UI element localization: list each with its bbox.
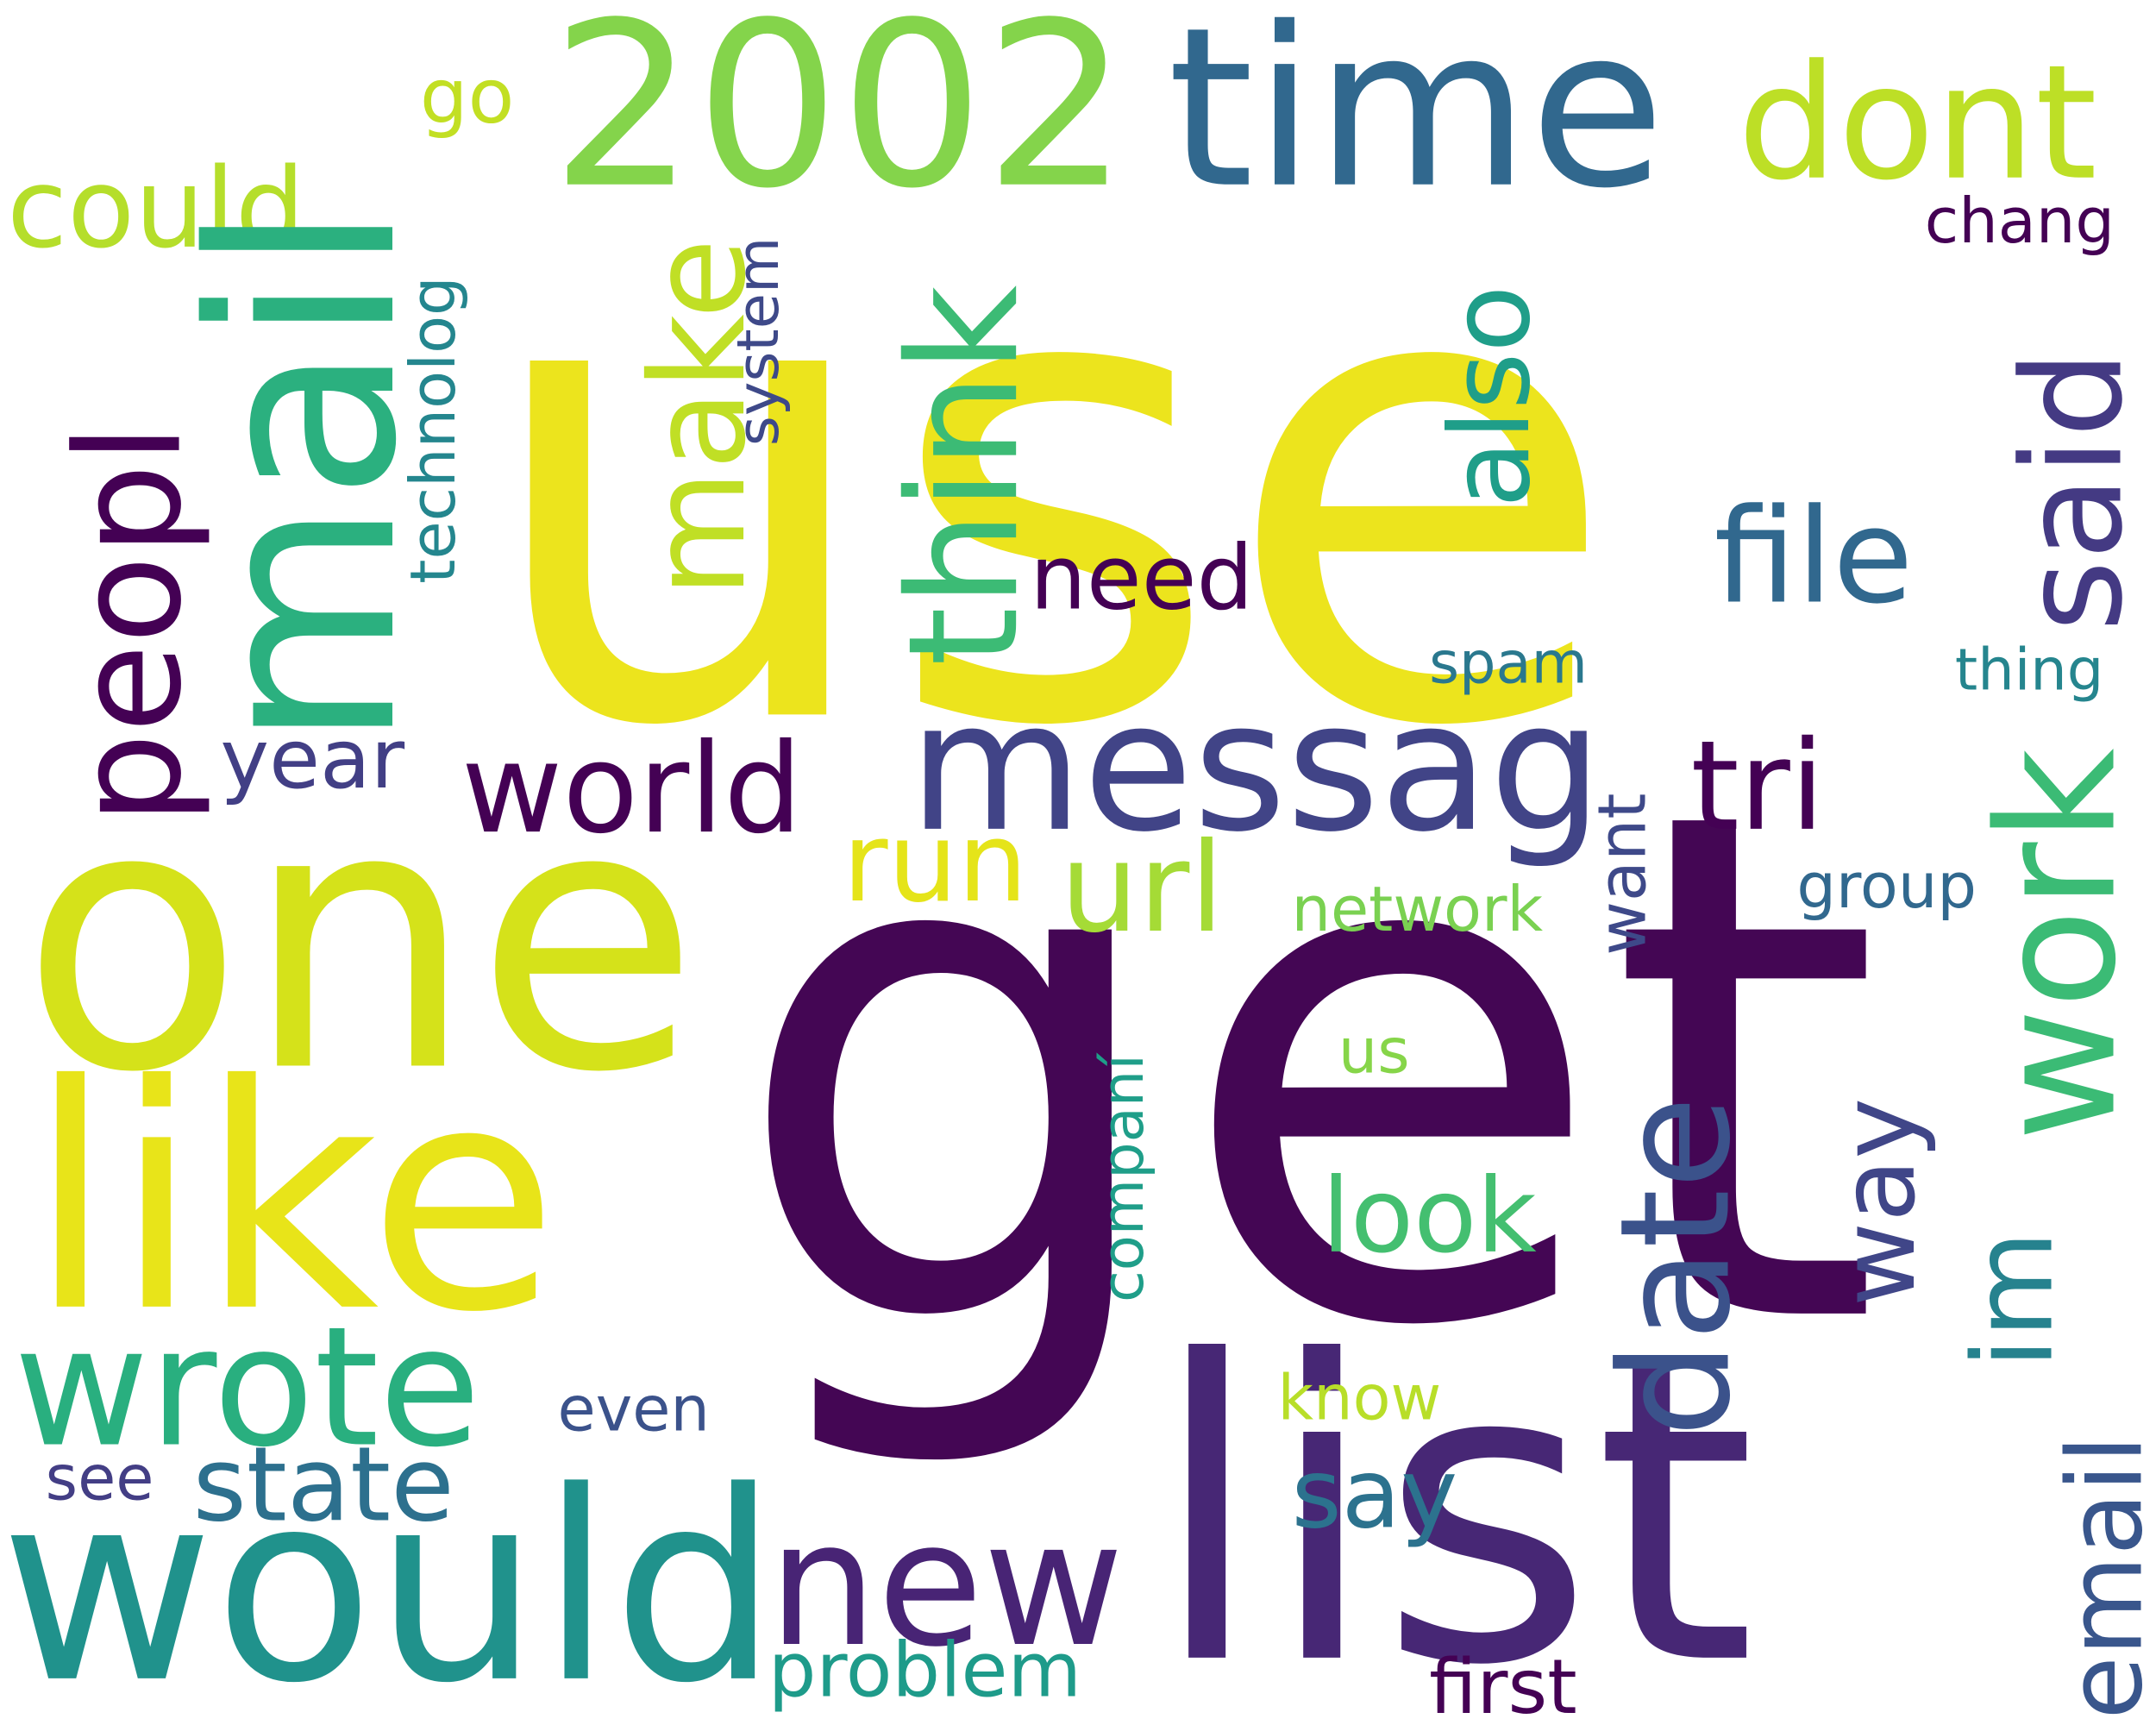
- word-file: file: [1714, 480, 1914, 632]
- word-system: system: [724, 237, 792, 446]
- word-im: im: [1950, 1231, 2078, 1369]
- word-say: say: [1291, 1438, 1457, 1550]
- word-world: world: [461, 717, 803, 861]
- word-would: would: [0, 1435, 779, 1725]
- word-compani: companí: [1089, 1052, 1156, 1302]
- word-us: us: [1338, 1014, 1410, 1087]
- word-one: one: [21, 726, 699, 1151]
- word-like: like: [28, 1019, 559, 1380]
- word-see: see: [46, 1441, 154, 1514]
- word-run: run: [843, 799, 1027, 927]
- word-group: group: [1796, 850, 1977, 922]
- word-wrote: wrote: [14, 1291, 480, 1484]
- word-way: way: [1819, 1098, 1939, 1307]
- word-email: email: [2046, 1435, 2156, 1720]
- word-state: state: [192, 1425, 454, 1545]
- word-spam: spam: [1429, 630, 1588, 697]
- word-year: year: [220, 711, 404, 807]
- word-list: list: [1150, 1274, 1756, 1725]
- word-peopl: peopl: [45, 423, 214, 825]
- word-problem: problem: [768, 1627, 1081, 1715]
- word-also: also: [1426, 285, 1555, 508]
- word-2002: 2002: [551, 0, 1129, 239]
- word-need: need: [1030, 526, 1253, 630]
- word-technolog: technolog: [397, 276, 469, 583]
- word-messag: messag: [909, 662, 1603, 871]
- word-new: new: [768, 1485, 1124, 1685]
- word-work: work: [1964, 748, 2153, 1141]
- word-first: first: [1429, 1643, 1577, 1725]
- word-dont: dont: [1738, 32, 2097, 216]
- word-thing: thing: [1955, 637, 2103, 704]
- word-mail: mail: [156, 204, 453, 750]
- word-look: look: [1322, 1157, 1537, 1276]
- word-even: even: [558, 1373, 710, 1446]
- word-think: think: [876, 285, 1052, 666]
- word-get: get: [730, 662, 1883, 1480]
- word-chang: chang: [1925, 185, 2115, 257]
- word-said: said: [1992, 350, 2153, 632]
- word-tri: tri: [1690, 714, 1824, 858]
- word-make: make: [622, 238, 774, 597]
- word-use: use: [475, 114, 1620, 867]
- word-time: time: [1168, 0, 1665, 237]
- word-want: want: [1585, 794, 1662, 956]
- word-date: date: [1589, 1096, 1764, 1438]
- word-network: network: [1291, 873, 1543, 945]
- word-url: url: [1060, 816, 1224, 960]
- word-know: know: [1277, 1362, 1441, 1434]
- word-could: could: [7, 145, 305, 273]
- word-go: go: [420, 53, 514, 141]
